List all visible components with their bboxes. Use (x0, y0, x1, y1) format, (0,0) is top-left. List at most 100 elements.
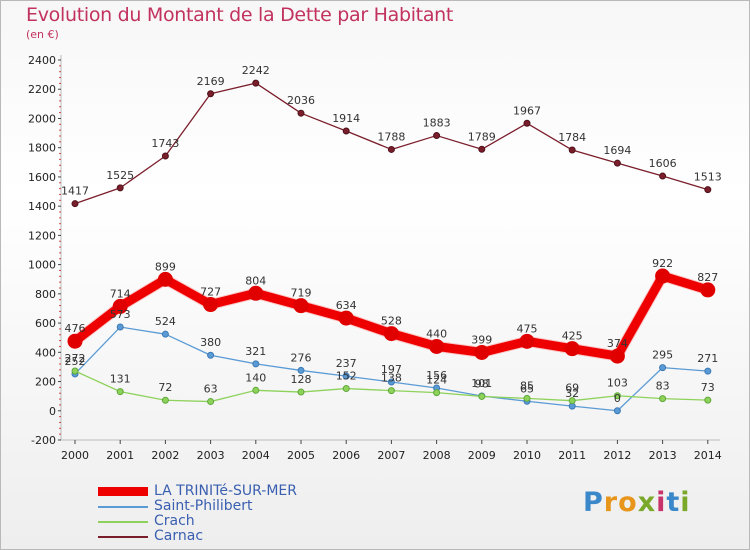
x-tick-label: 2014 (694, 449, 722, 462)
data-point (297, 388, 305, 396)
data-point (297, 109, 305, 117)
data-label: 475 (517, 322, 538, 335)
data-label: 252 (65, 355, 86, 368)
data-label: 374 (607, 337, 628, 350)
data-point (474, 344, 490, 360)
data-point (112, 298, 128, 314)
data-point (338, 310, 354, 326)
data-point (207, 398, 215, 406)
data-label: 63 (204, 383, 218, 396)
proxiti-logo: Proxiti (583, 487, 691, 518)
data-label: 399 (471, 333, 492, 346)
x-tick-label: 2008 (423, 449, 451, 462)
data-point (659, 172, 667, 180)
data-label: 65 (520, 382, 534, 395)
data-point (161, 396, 169, 404)
legend-item: Saint-Philibert (98, 499, 297, 514)
y-tick-label: -200 (31, 434, 56, 447)
data-label: 124 (426, 374, 447, 387)
x-tick-label: 2004 (242, 449, 270, 462)
data-label: 714 (110, 287, 131, 300)
data-point (67, 333, 83, 349)
y-tick-label: 0 (49, 405, 56, 418)
data-point (297, 366, 305, 374)
data-label: 524 (155, 315, 176, 328)
data-label: 276 (291, 351, 312, 364)
logo-letter: x (637, 487, 657, 518)
legend-item: Carnac (98, 529, 297, 544)
y-tick-label: 2200 (28, 83, 56, 96)
y-tick-label: 1400 (28, 200, 56, 213)
x-tick-label: 2001 (106, 449, 134, 462)
data-point (700, 282, 716, 298)
logo-letter: i (656, 487, 667, 518)
data-point (704, 186, 712, 194)
data-point (387, 378, 395, 386)
data-label: 73 (701, 381, 715, 394)
data-label: 1784 (558, 131, 586, 144)
data-label: 573 (110, 308, 131, 321)
data-label: 128 (291, 373, 312, 386)
data-point (523, 119, 531, 127)
x-tick-label: 2013 (649, 449, 677, 462)
data-point (116, 184, 124, 192)
data-label: 922 (652, 257, 673, 270)
data-point (383, 326, 399, 342)
data-label: 380 (200, 336, 221, 349)
x-tick-label: 2009 (468, 449, 496, 462)
y-tick-label: 1200 (28, 229, 56, 242)
data-label: 140 (245, 371, 266, 384)
data-point (609, 348, 625, 364)
data-point (157, 271, 173, 287)
data-label: 1914 (332, 112, 360, 125)
data-label: 295 (652, 349, 673, 362)
logo-letter: t (666, 487, 681, 518)
data-point (433, 132, 441, 140)
data-point (704, 396, 712, 404)
data-point (613, 392, 621, 400)
data-label: 156 (426, 369, 447, 382)
data-label: 0 (614, 392, 621, 405)
data-label: 425 (562, 330, 583, 343)
legend-label: Saint-Philibert (154, 498, 253, 514)
data-label: 1525 (106, 169, 134, 182)
chart-title: Evolution du Montant de la Dette par Hab… (26, 4, 454, 26)
logo-letter: i (680, 487, 691, 518)
data-label: 719 (291, 287, 312, 300)
x-tick-label: 2011 (558, 449, 586, 462)
data-point (613, 159, 621, 167)
data-point (342, 372, 350, 380)
y-tick-label: 2000 (28, 112, 56, 125)
data-label: 1789 (468, 130, 496, 143)
chart-legend: LA TRINITé-SUR-MER Saint-Philibert Crach Ca… (98, 484, 297, 544)
data-point (342, 385, 350, 393)
data-label: 1883 (423, 117, 451, 130)
x-tick-label: 2007 (377, 449, 405, 462)
data-point (252, 79, 260, 87)
data-point (655, 268, 671, 284)
data-point (659, 364, 667, 372)
data-point (523, 394, 531, 402)
y-tick-label: 800 (35, 288, 56, 301)
data-label: 804 (245, 274, 266, 287)
data-point (203, 297, 219, 313)
data-label: 440 (426, 327, 447, 340)
data-label: 101 (471, 377, 492, 390)
data-point (207, 90, 215, 98)
data-point (568, 397, 576, 405)
data-point (248, 285, 264, 301)
data-point (613, 407, 621, 415)
data-point (478, 145, 486, 153)
data-label: 131 (110, 373, 131, 386)
data-point (252, 360, 260, 368)
x-tick-label: 2012 (603, 449, 631, 462)
data-label: 85 (520, 379, 534, 392)
data-point (71, 200, 79, 208)
y-tick-label: 2400 (28, 54, 56, 67)
data-label: 899 (155, 260, 176, 273)
y-tick-label: 400 (35, 346, 56, 359)
data-label: 827 (697, 271, 718, 284)
data-label: 69 (565, 382, 579, 395)
data-label: 2169 (197, 75, 225, 88)
